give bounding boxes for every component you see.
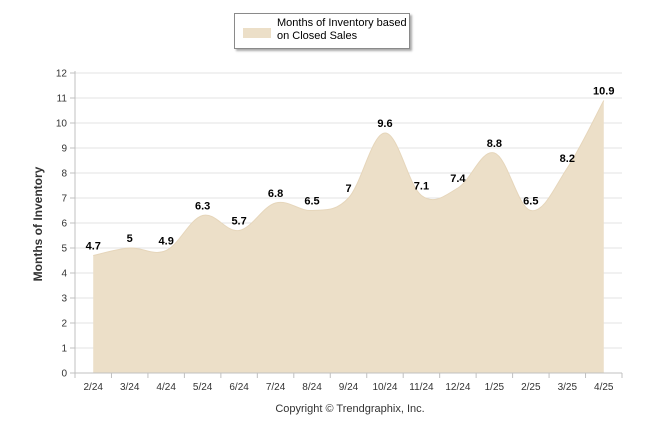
legend-series-name: Months of Inventory based on Closed Sale… — [277, 17, 407, 42]
data-labels: 4.7 5 4.9 6.3 5.7 6.8 6.5 7 9.6 7.1 7.4 8.8 6.5 8.2 10… — [86, 86, 615, 253]
y-tick-label: 1 — [61, 344, 67, 355]
area-fill — [93, 100, 604, 373]
area-line — [93, 100, 605, 256]
data-label: 10.9 — [593, 86, 614, 98]
x-tick-label: 3/25 — [558, 382, 578, 393]
data-label: 4.9 — [159, 236, 174, 248]
data-label: 9.6 — [377, 118, 392, 130]
data-label: 7 — [345, 183, 351, 195]
data-label: 6.5 — [304, 196, 319, 208]
data-label: 5.7 — [231, 216, 246, 228]
y-tick-label: 8 — [61, 169, 67, 180]
y-tick-label: 11 — [57, 94, 68, 105]
x-tick-label: 7/24 — [266, 382, 286, 393]
x-tick-label: 4/25 — [594, 382, 614, 393]
data-label: 8.2 — [560, 153, 575, 165]
y-tick-label: 4 — [61, 269, 67, 280]
data-label: 6.8 — [268, 188, 283, 200]
x-tick-label: 3/24 — [120, 382, 140, 393]
data-label: 6.5 — [523, 196, 538, 208]
y-tick-label: 2 — [61, 319, 67, 330]
y-tick-label: 5 — [61, 244, 67, 255]
area-series — [93, 100, 605, 373]
x-tick-label: 8/24 — [302, 382, 322, 393]
data-label: 6.3 — [195, 201, 210, 213]
x-tick-label: 1/25 — [485, 382, 505, 393]
x-tick-label: 6/24 — [229, 382, 249, 393]
x-tick-label: 2/25 — [521, 382, 541, 393]
y-tick-label: 3 — [61, 294, 67, 305]
y-tick-label: 7 — [61, 194, 67, 205]
x-tick-label: 10/24 — [372, 382, 397, 393]
y-tick-label: 12 — [56, 69, 68, 80]
x-tick-label: 11/24 — [409, 382, 434, 393]
x-tick-label: 2/24 — [83, 382, 103, 393]
y-tick-label: 9 — [61, 144, 67, 155]
y-tick-label: 6 — [61, 219, 67, 230]
copyright-credit: Copyright © Trendgraphix, Inc. — [275, 403, 425, 415]
legend: Months of Inventory based on Closed Sale… — [234, 13, 410, 49]
data-label: 5 — [127, 233, 133, 245]
x-tick-label: 12/24 — [445, 382, 470, 393]
x-tick-label: 5/24 — [193, 382, 213, 393]
x-tick-label: 9/24 — [339, 382, 359, 393]
y-tick-label: 0 — [61, 369, 67, 380]
data-label: 4.7 — [86, 241, 101, 253]
axes — [74, 71, 622, 374]
data-label: 7.4 — [450, 173, 466, 185]
data-label: 7.1 — [414, 181, 429, 193]
y-axis-label: Months of Inventory — [31, 166, 45, 282]
x-tick-label: 4/24 — [156, 382, 176, 393]
data-label: 8.8 — [487, 138, 502, 150]
y-tick-label: 10 — [56, 119, 68, 130]
x-tick-labels: 2/24 3/24 4/24 5/24 6/24 7/24 8/24 9/24 10/24 11/… — [74, 373, 623, 393]
legend-swatch — [243, 28, 271, 38]
